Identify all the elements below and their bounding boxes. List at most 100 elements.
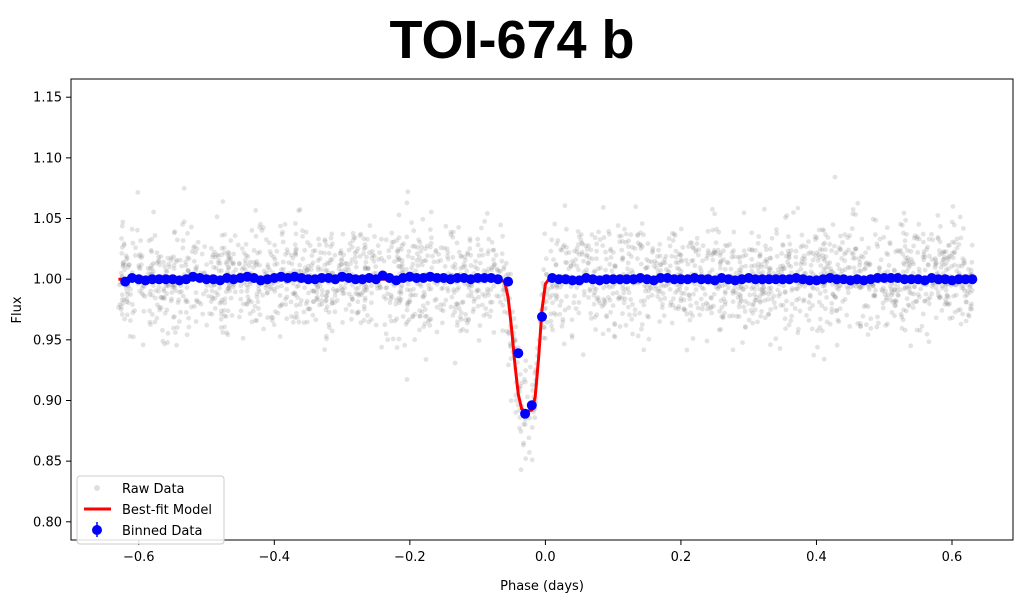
raw-data-point bbox=[542, 231, 547, 237]
raw-data-point bbox=[802, 261, 807, 266]
raw-data-point bbox=[174, 325, 180, 330]
binned-data-point bbox=[537, 311, 547, 322]
raw-data-point bbox=[906, 261, 912, 267]
raw-data-point bbox=[925, 244, 930, 250]
raw-data-point bbox=[397, 300, 402, 306]
raw-data-point bbox=[346, 267, 352, 273]
raw-data-point bbox=[164, 291, 170, 297]
raw-data-point bbox=[755, 265, 761, 270]
raw-data-point bbox=[735, 295, 741, 300]
raw-data-point bbox=[362, 298, 368, 303]
raw-data-point bbox=[365, 266, 371, 271]
raw-data-point bbox=[161, 294, 167, 300]
raw-data-point bbox=[465, 250, 470, 256]
raw-data-point bbox=[454, 301, 459, 307]
raw-data-point bbox=[247, 259, 253, 265]
raw-data-point bbox=[343, 307, 349, 312]
raw-data-point bbox=[821, 256, 827, 262]
raw-data-point bbox=[858, 268, 864, 274]
raw-data-point bbox=[830, 282, 835, 287]
raw-data-point bbox=[371, 258, 377, 264]
raw-data-point bbox=[718, 250, 724, 256]
raw-data-point bbox=[503, 260, 509, 266]
raw-data-point bbox=[857, 259, 863, 265]
raw-data-point bbox=[126, 262, 132, 268]
raw-data-point bbox=[600, 205, 606, 210]
raw-data-point bbox=[350, 297, 355, 302]
raw-data-point bbox=[554, 241, 560, 247]
raw-data-point bbox=[610, 284, 615, 289]
raw-data-point bbox=[315, 285, 321, 291]
raw-data-point bbox=[225, 286, 231, 292]
raw-data-point bbox=[626, 238, 631, 244]
raw-data-point bbox=[254, 261, 259, 266]
raw-data-point bbox=[323, 307, 329, 313]
raw-data-point bbox=[219, 232, 225, 238]
raw-data-point bbox=[827, 241, 833, 247]
raw-data-point bbox=[768, 267, 773, 272]
raw-data-point bbox=[868, 316, 874, 322]
raw-data-point bbox=[257, 289, 262, 295]
raw-data-point bbox=[722, 302, 728, 307]
raw-data-point bbox=[588, 311, 593, 316]
raw-data-point bbox=[678, 226, 684, 232]
raw-data-point bbox=[749, 247, 755, 253]
raw-data-point bbox=[889, 292, 894, 298]
raw-data-point bbox=[746, 317, 752, 323]
raw-data-point bbox=[600, 243, 606, 249]
raw-data-point bbox=[583, 243, 589, 249]
raw-data-point bbox=[467, 238, 473, 244]
raw-data-point bbox=[833, 250, 839, 256]
raw-data-point bbox=[489, 265, 494, 271]
raw-data-point bbox=[843, 250, 849, 255]
raw-data-point bbox=[763, 243, 768, 249]
raw-data-point bbox=[957, 307, 963, 312]
raw-data-point bbox=[882, 292, 888, 297]
raw-data-point bbox=[662, 256, 667, 262]
raw-data-point bbox=[405, 287, 410, 293]
raw-data-point bbox=[601, 296, 607, 302]
raw-data-point bbox=[903, 255, 908, 261]
raw-data-point bbox=[895, 292, 901, 298]
raw-data-point bbox=[720, 315, 726, 321]
raw-data-point bbox=[657, 289, 663, 294]
raw-data-point bbox=[893, 249, 898, 255]
raw-data-point bbox=[243, 253, 249, 258]
raw-data-point bbox=[881, 285, 886, 291]
raw-data-point bbox=[177, 257, 183, 263]
raw-data-point bbox=[346, 247, 352, 253]
raw-data-point bbox=[220, 330, 226, 335]
raw-data-point bbox=[891, 267, 897, 273]
raw-data-point bbox=[319, 298, 324, 303]
raw-data-point bbox=[646, 258, 652, 264]
raw-data-point bbox=[511, 316, 517, 322]
raw-data-point bbox=[673, 260, 679, 265]
raw-data-point bbox=[381, 294, 387, 299]
raw-data-point bbox=[530, 388, 536, 393]
raw-data-point bbox=[342, 285, 348, 291]
raw-data-point bbox=[121, 259, 126, 265]
raw-data-point bbox=[883, 288, 888, 294]
raw-data-point bbox=[729, 254, 735, 260]
raw-data-point bbox=[361, 317, 367, 323]
raw-data-point bbox=[717, 252, 723, 258]
raw-data-point bbox=[905, 302, 911, 308]
raw-data-point bbox=[123, 262, 128, 268]
raw-data-point bbox=[543, 305, 548, 311]
raw-data-point bbox=[323, 298, 329, 304]
raw-data-point bbox=[334, 298, 340, 303]
raw-data-point bbox=[339, 262, 345, 267]
raw-data-point bbox=[914, 236, 920, 242]
raw-data-point bbox=[232, 289, 238, 295]
raw-data-point bbox=[606, 327, 611, 333]
raw-data-point bbox=[154, 315, 160, 321]
raw-data-point bbox=[877, 265, 882, 270]
raw-data-point bbox=[394, 345, 400, 350]
raw-data-point bbox=[786, 254, 792, 260]
raw-data-point bbox=[226, 254, 232, 260]
raw-data-point bbox=[612, 333, 617, 339]
raw-data-point bbox=[263, 285, 269, 291]
raw-data-point bbox=[899, 325, 905, 331]
raw-data-point bbox=[581, 269, 587, 275]
raw-data-point bbox=[699, 306, 705, 312]
